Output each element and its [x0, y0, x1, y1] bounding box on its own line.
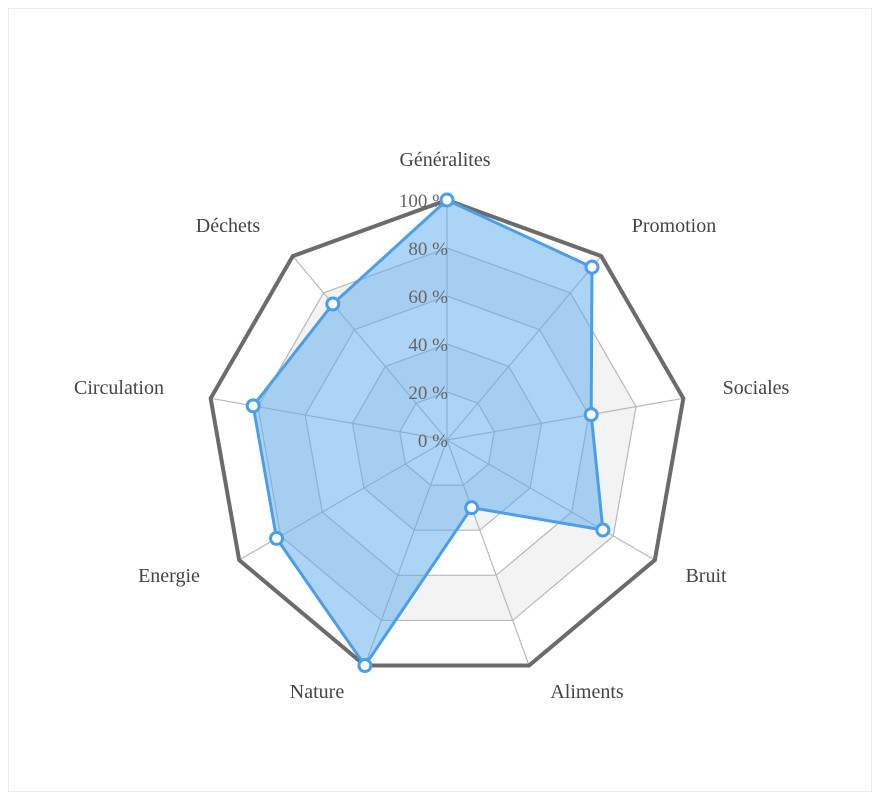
series-area-0 [251, 198, 605, 668]
data-point-0-7 [245, 398, 261, 414]
tick-label-40: 40 % [408, 335, 448, 356]
outer-border [208, 197, 686, 668]
category-label-7: Circulation [74, 377, 164, 399]
data-point-0-0 [439, 192, 455, 208]
tick-label-100: 100 % [399, 191, 448, 212]
category-label-4: Aliments [550, 681, 624, 703]
category-label-2: Sociales [723, 377, 790, 399]
tick-label-60: 60 % [408, 287, 448, 308]
data-point-0-1 [584, 259, 600, 275]
data-point-0-3 [595, 522, 611, 538]
category-label-1: Promotion [632, 215, 716, 237]
tick-label-80: 80 % [408, 239, 448, 260]
data-point-0-4 [464, 500, 480, 516]
data-point-0-5 [357, 658, 373, 674]
tick-label-20: 20 % [408, 383, 448, 404]
tick-label-0: 0 % [418, 431, 448, 452]
category-label-6: Energie [138, 565, 200, 587]
category-label-5: Nature [290, 681, 345, 703]
category-label-8: Déchets [196, 215, 261, 237]
category-label-3: Bruit [685, 565, 727, 587]
data-point-0-8 [325, 296, 341, 312]
chart-frame [8, 8, 872, 792]
data-point-0-6 [269, 530, 285, 546]
data-point-0-2 [583, 407, 599, 423]
category-label-0: Généralites [399, 149, 490, 171]
